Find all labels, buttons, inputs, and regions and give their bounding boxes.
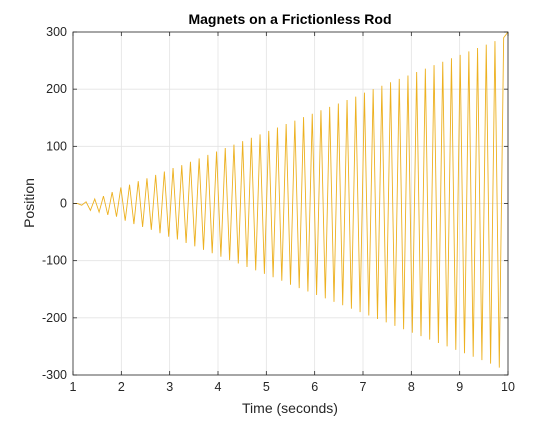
x-tick-label: 1 xyxy=(70,380,77,394)
y-tick-label: -300 xyxy=(42,368,67,382)
x-tick-label: 5 xyxy=(263,380,270,394)
x-tick-label: 8 xyxy=(408,380,415,394)
x-tick-label: 10 xyxy=(501,380,515,394)
y-tick-label: 100 xyxy=(46,139,67,153)
y-tick-label: -100 xyxy=(42,254,67,268)
y-axis-ticks: -300 -200 -100 0 100 200 300 xyxy=(42,25,508,382)
x-tick-label: 9 xyxy=(456,380,463,394)
x-axis-label: Time (seconds) xyxy=(242,400,338,416)
chart-title: Magnets on a Frictionless Rod xyxy=(188,11,391,27)
x-tick-label: 7 xyxy=(360,380,367,394)
x-axis-ticks: 1 2 3 4 5 6 7 8 9 10 xyxy=(70,32,515,394)
y-axis-label: Position xyxy=(21,178,37,228)
series-group xyxy=(73,31,509,368)
y-tick-label: -200 xyxy=(42,311,67,325)
x-tick-label: 3 xyxy=(166,380,173,394)
x-tick-label: 4 xyxy=(215,380,222,394)
y-tick-label: 300 xyxy=(46,25,67,39)
y-tick-label: 0 xyxy=(60,197,67,211)
y-tick-label: 200 xyxy=(46,82,67,96)
series-line-0 xyxy=(73,31,509,368)
x-tick-label: 2 xyxy=(118,380,125,394)
x-tick-label: 6 xyxy=(311,380,318,394)
